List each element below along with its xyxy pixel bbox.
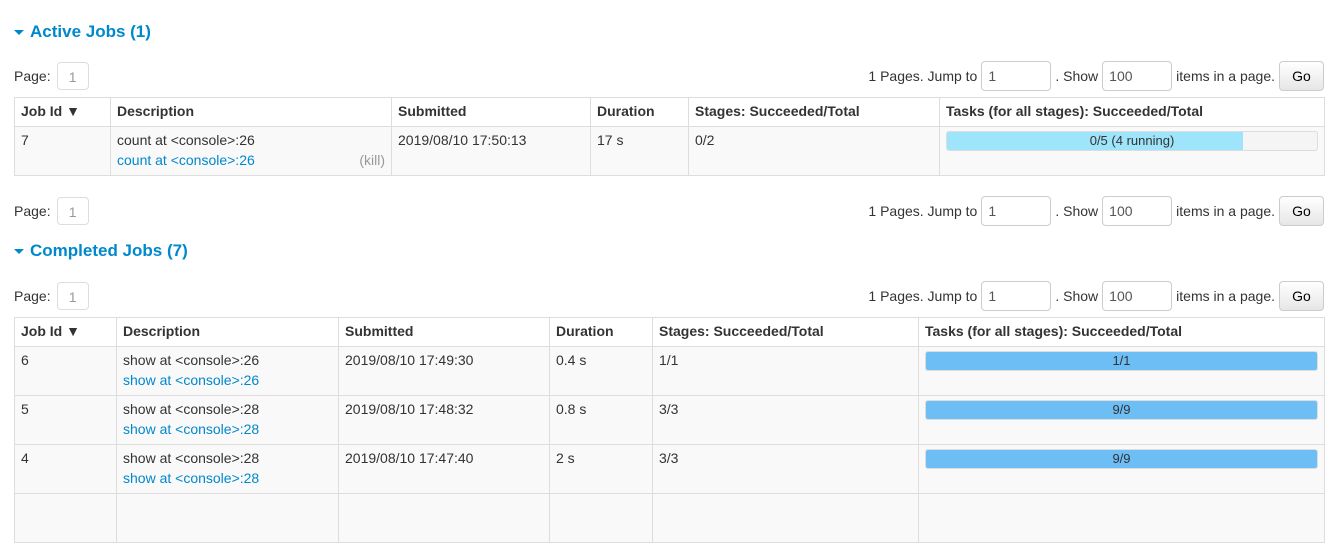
submitted: 2019/08/10 17:49:30 — [338, 346, 550, 396]
pagination: Page:1 1 Pages. Jump to . Show items in … — [14, 281, 1324, 311]
stages: 3/3 — [652, 395, 919, 445]
caret-down-icon — [14, 29, 24, 35]
column-header[interactable]: Submitted — [391, 97, 591, 127]
table-row: 6 show at <console>:26 show at <console>… — [14, 346, 1325, 396]
stages: 1/1 — [652, 346, 919, 396]
page-1-link[interactable]: 1 — [56, 62, 89, 90]
submitted: 2019/08/10 17:50:13 — [391, 126, 591, 176]
succeeded-fill — [926, 352, 1317, 370]
column-header[interactable]: Job Id ▼ — [14, 317, 117, 347]
stages: 3/3 — [652, 444, 919, 494]
table-row: 5 show at <console>:28 show at <console>… — [14, 395, 1325, 445]
duration: 17 s — [590, 126, 689, 176]
column-header[interactable]: Job Id ▼ — [14, 97, 111, 127]
column-header[interactable]: Duration — [549, 317, 653, 347]
job-link[interactable]: show at <console>:28 — [123, 470, 260, 486]
tasks-progress-bar: 0/5 (4 running) — [946, 131, 1318, 151]
jump-to-page-input[interactable] — [981, 61, 1052, 91]
jump-to-page-input[interactable] — [981, 196, 1052, 226]
submitted: 2019/08/10 17:47:40 — [338, 444, 550, 494]
go-button[interactable]: Go — [1279, 61, 1324, 91]
job-link[interactable]: show at <console>:28 — [123, 421, 260, 437]
caret-down-icon — [14, 248, 24, 254]
page-size-input[interactable] — [1102, 281, 1173, 311]
duration: 0.4 s — [549, 346, 653, 396]
table-row: 4 show at <console>:28 show at <console>… — [14, 444, 1325, 494]
go-button[interactable]: Go — [1279, 281, 1324, 311]
table-row: 7 count at <console>:26 (kill) count at <… — [14, 126, 1325, 176]
go-button[interactable]: Go — [1279, 196, 1324, 226]
stages: 0/2 — [688, 126, 940, 176]
job-description: show at <console>:26 — [123, 352, 260, 368]
duration: 2 s — [549, 444, 653, 494]
pagination: Page:1 1 Pages. Jump to . Show items in … — [14, 61, 1324, 91]
page-1-link[interactable]: 1 — [56, 282, 89, 310]
job-description: count at <console>:26 — [117, 132, 255, 148]
job-id: 7 — [14, 126, 111, 176]
page-size-input[interactable] — [1102, 61, 1173, 91]
running-fill — [947, 132, 1243, 150]
job-description: show at <console>:28 — [123, 450, 260, 466]
tasks-progress-bar: 9/9 — [925, 400, 1318, 420]
active-jobs-toggle[interactable]: Active Jobs (1) — [14, 22, 151, 42]
kill-link[interactable]: (kill) — [359, 152, 385, 168]
tasks-progress-bar: 1/1 — [925, 351, 1318, 371]
submitted: 2019/08/10 17:48:32 — [338, 395, 550, 445]
active-jobs-table: Job Id ▼ Description Submitted Duration Stag… — [14, 97, 1325, 176]
pagination: Page:1 1 Pages. Jump to . Show items in … — [14, 196, 1324, 226]
duration: 0.8 s — [549, 395, 653, 445]
page-size-input[interactable] — [1102, 196, 1173, 226]
completed-jobs-toggle[interactable]: Completed Jobs (7) — [14, 241, 188, 261]
column-header[interactable]: Description — [116, 317, 339, 347]
succeeded-fill — [926, 401, 1317, 419]
column-header[interactable]: Tasks (for all stages): Succeeded/Total — [939, 97, 1325, 127]
column-header[interactable]: Stages: Succeeded/Total — [688, 97, 940, 127]
job-description: show at <console>:28 — [123, 401, 260, 417]
page-1-link[interactable]: 1 — [56, 197, 89, 225]
job-link[interactable]: count at <console>:26 — [117, 152, 255, 168]
completed-jobs-table: Job Id ▼ Description Submitted Duration Stag… — [14, 317, 1325, 543]
column-header[interactable]: Stages: Succeeded/Total — [652, 317, 919, 347]
jump-to-page-input[interactable] — [981, 281, 1052, 311]
job-id: 4 — [14, 444, 117, 494]
column-header[interactable]: Tasks (for all stages): Succeeded/Total — [918, 317, 1325, 347]
column-header[interactable]: Submitted — [338, 317, 550, 347]
succeeded-fill — [926, 450, 1317, 468]
table-row — [14, 493, 1325, 543]
column-header[interactable]: Duration — [590, 97, 689, 127]
tasks-progress-bar: 9/9 — [925, 449, 1318, 469]
column-header[interactable]: Description — [110, 97, 392, 127]
job-id: 6 — [14, 346, 117, 396]
job-link[interactable]: show at <console>:26 — [123, 372, 260, 388]
job-id: 5 — [14, 395, 117, 445]
